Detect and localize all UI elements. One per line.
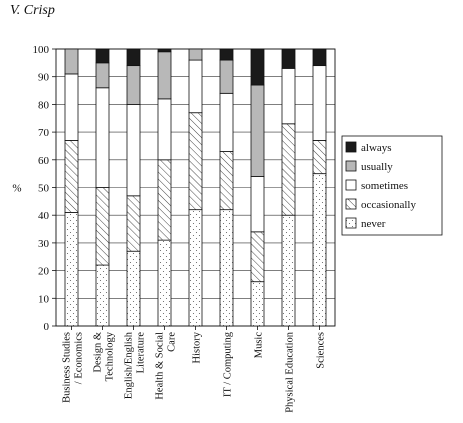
category-label: Sciences xyxy=(316,332,327,369)
y-tick-label: 100 xyxy=(33,44,50,56)
bars xyxy=(64,48,327,327)
bar-segment-sometimes xyxy=(64,73,79,141)
legend-label-never: never xyxy=(361,218,386,230)
category-label-line: IT / Computing xyxy=(223,331,234,397)
bar-segment-always xyxy=(157,48,172,53)
legend-label-always: always xyxy=(361,142,392,154)
category-label-line: History xyxy=(192,331,203,363)
category-label-line: English/English xyxy=(124,331,135,399)
bar-segment-usually xyxy=(188,48,203,61)
bar-segment-occasionally xyxy=(95,187,110,266)
bar-segment-never xyxy=(281,214,296,327)
legend-swatch-always xyxy=(345,141,357,153)
category-label-line: Business Studies xyxy=(62,332,73,403)
bar-segment-always xyxy=(95,48,110,64)
category-label: IT / Computing xyxy=(223,331,234,397)
bar-segment-usually xyxy=(95,62,110,89)
legend-swatch-usually xyxy=(345,160,357,172)
bar-segment-occasionally xyxy=(188,112,203,211)
page-header: V. Crisp xyxy=(10,3,55,18)
bar-segment-sometimes xyxy=(157,98,172,161)
bar-segment-occasionally xyxy=(157,159,172,241)
bar-segment-sometimes xyxy=(312,65,327,141)
bar-segment-never xyxy=(126,250,141,327)
category-label-line: Music xyxy=(254,332,265,359)
bar-segment-usually xyxy=(157,51,172,100)
y-tick-label: 60 xyxy=(38,155,50,167)
category-label: Business Studies/ Economics xyxy=(62,332,85,403)
category-label-line: Technology xyxy=(105,331,116,381)
bar-segment-never xyxy=(219,209,234,327)
bar-segment-never xyxy=(188,209,203,327)
category-label-line: Care xyxy=(167,332,178,352)
category-label-line: Literature xyxy=(136,332,147,374)
category-label: Physical Education xyxy=(285,331,296,413)
legend-swatch-sometimes xyxy=(345,179,357,191)
bar-segment-always xyxy=(312,48,327,67)
bar-segment-never xyxy=(312,173,327,327)
bar-segment-never xyxy=(250,281,265,327)
bar-segment-never xyxy=(157,239,172,327)
y-axis-label: % xyxy=(12,183,21,195)
y-tick-label: 80 xyxy=(38,99,50,111)
bar-segment-occasionally xyxy=(281,123,296,216)
y-tick-label: 30 xyxy=(38,238,50,250)
legend-label-sometimes: sometimes xyxy=(361,180,408,192)
y-tick-label: 90 xyxy=(38,72,50,84)
category-label: History xyxy=(192,331,203,363)
bar-segment-occasionally xyxy=(312,140,327,175)
bar-segment-sometimes xyxy=(219,92,234,152)
legend-label-occasionally: occasionally xyxy=(361,199,416,211)
bar-segment-usually xyxy=(250,84,265,177)
bar-segment-usually xyxy=(126,65,141,105)
bar-segment-occasionally xyxy=(64,140,79,213)
bar-segment-sometimes xyxy=(126,104,141,197)
y-tick-label: 70 xyxy=(38,127,50,139)
legend: always usually sometimes occasionally never xyxy=(341,135,443,236)
category-label-line: / Economics xyxy=(74,332,85,384)
bar-segment-never xyxy=(64,212,79,327)
category-label-line: Physical Education xyxy=(285,331,296,413)
y-tick-label: 20 xyxy=(38,266,50,278)
bar-segment-always xyxy=(281,48,296,69)
bar-segment-sometimes xyxy=(95,87,110,188)
y-tick-label: 10 xyxy=(38,293,50,305)
legend-swatch-occasionally xyxy=(345,198,357,210)
category-label-line: Design & xyxy=(93,332,104,373)
bar-segment-always xyxy=(126,48,141,67)
bar-segment-never xyxy=(95,264,110,327)
bar-segment-occasionally xyxy=(126,195,141,252)
legend-label-usually: usually xyxy=(361,161,393,173)
category-label: Design &Technology xyxy=(93,331,116,381)
legend-swatch-never xyxy=(345,217,357,229)
category-label: Health & SocialCare xyxy=(155,332,178,400)
bar-segment-always xyxy=(219,48,234,61)
bar-segment-usually xyxy=(219,59,234,94)
bar-segment-sometimes xyxy=(281,67,296,125)
category-labels: Business Studies/ Economics Design &Techn… xyxy=(62,331,327,413)
y-tick-label: 40 xyxy=(38,210,50,222)
bar-segment-occasionally xyxy=(219,151,234,211)
bar-segment-usually xyxy=(64,48,79,75)
bar-segment-occasionally xyxy=(250,231,265,283)
category-label-line: Health & Social xyxy=(155,332,166,400)
category-label-line: Sciences xyxy=(316,332,327,369)
y-tick-label: 0 xyxy=(44,321,50,333)
bar-segment-sometimes xyxy=(188,59,203,114)
y-tick-label: 50 xyxy=(38,183,50,195)
legend-box xyxy=(341,135,443,236)
bar-segment-always xyxy=(250,48,265,86)
category-label: English/EnglishLiterature xyxy=(124,331,147,399)
bar-segment-sometimes xyxy=(250,176,265,233)
category-label: Music xyxy=(254,332,265,359)
